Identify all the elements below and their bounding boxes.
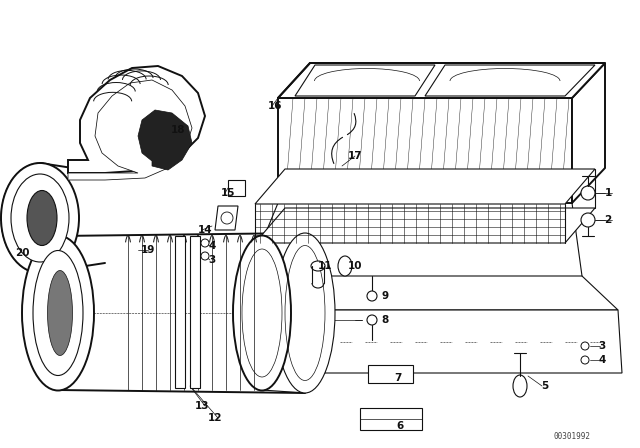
Circle shape xyxy=(367,315,377,325)
Text: 14: 14 xyxy=(198,225,212,235)
Ellipse shape xyxy=(11,174,69,262)
Ellipse shape xyxy=(27,190,57,246)
Polygon shape xyxy=(278,63,605,98)
Text: 20: 20 xyxy=(15,248,29,258)
Circle shape xyxy=(581,186,595,200)
Ellipse shape xyxy=(338,256,352,276)
Text: 3: 3 xyxy=(209,255,216,265)
Ellipse shape xyxy=(233,236,291,391)
Polygon shape xyxy=(255,208,595,243)
Text: 5: 5 xyxy=(541,381,548,391)
Ellipse shape xyxy=(275,233,335,393)
Text: 12: 12 xyxy=(208,413,222,423)
Polygon shape xyxy=(248,276,618,310)
Bar xyxy=(360,408,422,430)
Ellipse shape xyxy=(1,163,79,273)
Text: 19: 19 xyxy=(141,245,155,255)
Text: 4: 4 xyxy=(208,241,216,251)
Bar xyxy=(190,236,200,388)
Ellipse shape xyxy=(513,375,527,397)
Text: 13: 13 xyxy=(195,401,209,411)
Polygon shape xyxy=(215,206,238,230)
Polygon shape xyxy=(228,180,245,196)
Circle shape xyxy=(201,239,209,247)
Text: 18: 18 xyxy=(171,125,185,135)
Text: 2: 2 xyxy=(604,215,612,225)
Ellipse shape xyxy=(22,236,94,391)
Polygon shape xyxy=(322,310,622,373)
Text: 1: 1 xyxy=(604,188,612,198)
Text: 4: 4 xyxy=(598,355,605,365)
Text: 3: 3 xyxy=(598,341,605,351)
Circle shape xyxy=(581,356,589,364)
Polygon shape xyxy=(572,63,605,203)
Polygon shape xyxy=(138,110,192,170)
Polygon shape xyxy=(425,65,595,96)
Polygon shape xyxy=(68,80,192,180)
Text: 00301992: 00301992 xyxy=(554,431,591,440)
Circle shape xyxy=(201,252,209,260)
Bar xyxy=(175,236,185,388)
Text: 8: 8 xyxy=(381,315,388,325)
Polygon shape xyxy=(295,65,435,96)
Bar xyxy=(368,365,413,383)
Text: 6: 6 xyxy=(396,421,404,431)
Text: 16: 16 xyxy=(268,101,282,111)
Polygon shape xyxy=(278,98,572,203)
Text: 10: 10 xyxy=(348,261,362,271)
Text: 11: 11 xyxy=(317,261,332,271)
Text: 9: 9 xyxy=(381,291,388,301)
Text: 7: 7 xyxy=(394,373,402,383)
Polygon shape xyxy=(68,66,205,173)
Ellipse shape xyxy=(311,261,325,271)
Ellipse shape xyxy=(33,250,83,375)
Text: 17: 17 xyxy=(348,151,362,161)
Circle shape xyxy=(581,213,595,227)
Text: 15: 15 xyxy=(221,188,236,198)
Circle shape xyxy=(367,291,377,301)
Ellipse shape xyxy=(47,271,72,356)
Polygon shape xyxy=(255,169,595,204)
Circle shape xyxy=(581,342,589,350)
